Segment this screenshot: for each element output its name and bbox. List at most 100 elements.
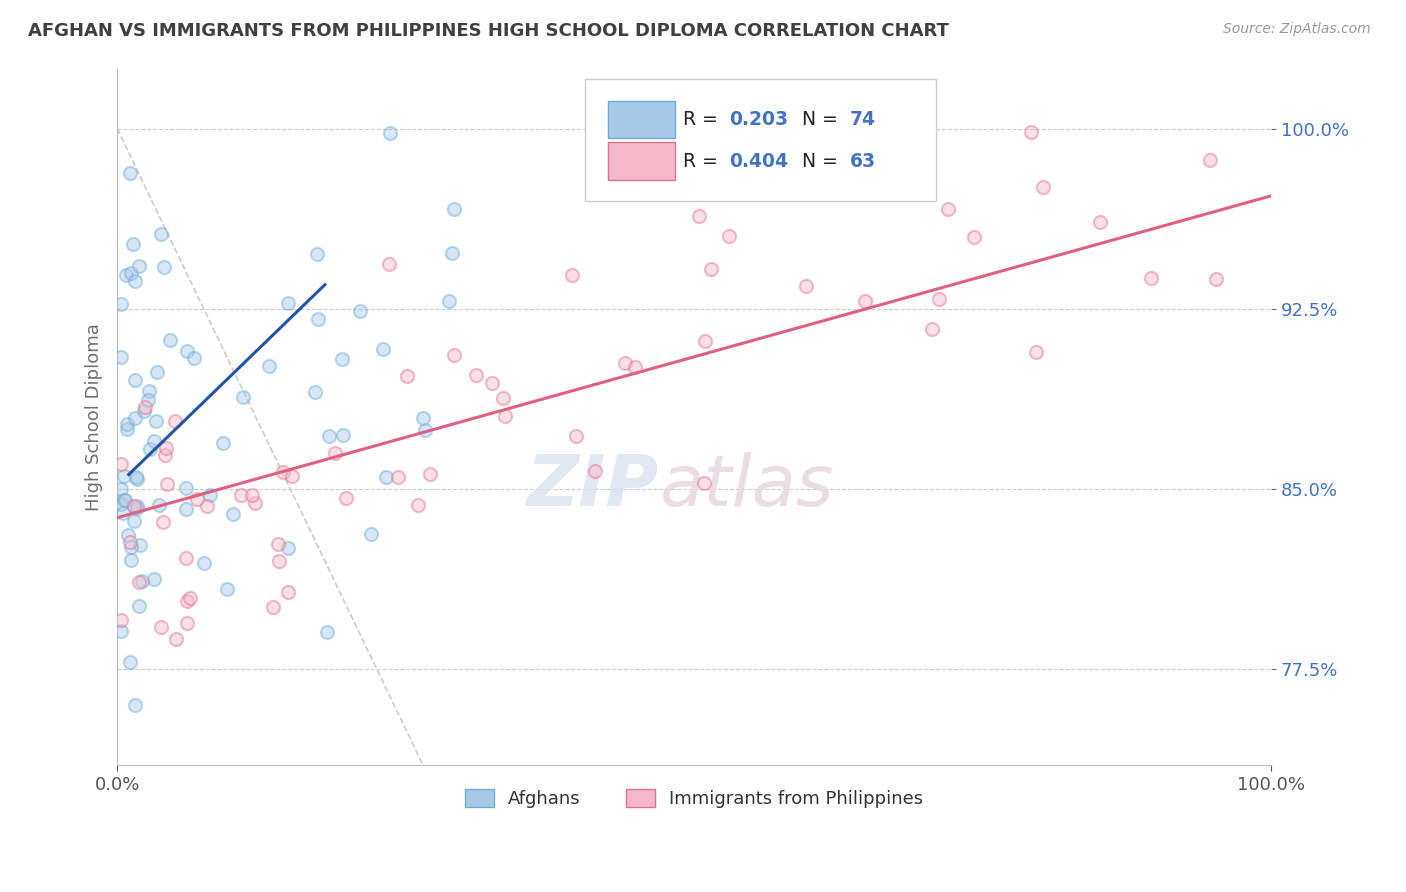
Point — [305, 247, 328, 261]
Point — [148, 498, 170, 512]
Point — [124, 698, 146, 712]
Text: R =: R = — [682, 110, 724, 128]
Point — [688, 209, 710, 223]
Text: 74: 74 — [849, 110, 876, 128]
Point — [129, 538, 152, 552]
Point — [222, 508, 245, 522]
Point — [124, 373, 146, 387]
Point — [262, 600, 284, 615]
Point — [110, 613, 132, 627]
Point — [120, 540, 142, 554]
Point — [128, 574, 150, 589]
Point — [1025, 344, 1047, 359]
Point — [1032, 180, 1054, 194]
Point — [443, 348, 465, 362]
Point — [277, 541, 299, 556]
Point — [131, 574, 153, 588]
Point — [717, 228, 740, 243]
Point — [124, 411, 146, 425]
Point — [155, 441, 177, 455]
Point — [271, 465, 294, 479]
Point — [231, 488, 253, 502]
Point — [624, 360, 647, 375]
Point — [395, 369, 418, 384]
Point — [406, 498, 429, 512]
Point — [128, 599, 150, 614]
Point — [413, 423, 436, 437]
Point — [132, 404, 155, 418]
Point — [277, 295, 299, 310]
Point — [118, 534, 141, 549]
Point — [117, 527, 139, 541]
Point — [136, 392, 159, 407]
Point — [176, 481, 198, 495]
Point — [304, 384, 326, 399]
Point — [111, 506, 134, 520]
Point — [125, 469, 148, 483]
Point — [332, 427, 354, 442]
Point — [193, 556, 215, 570]
Text: N =: N = — [790, 152, 844, 170]
Point — [139, 442, 162, 456]
Point — [794, 278, 817, 293]
Point — [1090, 214, 1112, 228]
Point — [198, 488, 221, 502]
Point — [138, 384, 160, 398]
Point — [330, 352, 353, 367]
Point — [217, 582, 239, 596]
Point — [700, 262, 723, 277]
Point — [127, 499, 149, 513]
Point — [240, 487, 263, 501]
Text: Source: ZipAtlas.com: Source: ZipAtlas.com — [1223, 22, 1371, 37]
Point — [159, 333, 181, 347]
Point — [316, 624, 339, 639]
Point — [419, 467, 441, 481]
Point — [481, 376, 503, 390]
Point — [323, 446, 346, 460]
Point — [1140, 270, 1163, 285]
Point — [110, 482, 132, 496]
Point — [378, 126, 401, 140]
Point — [152, 515, 174, 529]
Point — [127, 501, 149, 516]
Point — [176, 343, 198, 358]
Legend: Afghans, Immigrants from Philippines: Afghans, Immigrants from Philippines — [457, 782, 931, 815]
Point — [115, 268, 138, 283]
FancyBboxPatch shape — [607, 101, 675, 138]
Point — [443, 202, 465, 216]
Point — [307, 311, 329, 326]
Point — [360, 527, 382, 541]
Text: R =: R = — [682, 152, 724, 170]
Point — [1019, 125, 1042, 139]
Point — [156, 476, 179, 491]
Point — [122, 514, 145, 528]
Point — [143, 572, 166, 586]
Point — [110, 624, 132, 639]
Point — [583, 464, 606, 478]
Text: 63: 63 — [849, 152, 876, 170]
Point — [441, 246, 464, 260]
Point — [266, 536, 288, 550]
Point — [494, 409, 516, 424]
Point — [110, 351, 132, 365]
Point — [114, 492, 136, 507]
Point — [561, 268, 583, 283]
Point — [853, 293, 876, 308]
Point — [110, 458, 132, 472]
Text: 0.203: 0.203 — [728, 110, 787, 128]
Point — [371, 342, 394, 356]
Point — [120, 266, 142, 280]
Point — [492, 392, 515, 406]
Point — [149, 227, 172, 242]
Point — [963, 230, 986, 244]
Point — [120, 553, 142, 567]
Point — [195, 499, 218, 513]
Point — [110, 497, 132, 511]
Point — [112, 468, 135, 483]
Point — [212, 436, 235, 450]
Point — [145, 414, 167, 428]
Point — [183, 351, 205, 366]
Point — [146, 365, 169, 379]
FancyBboxPatch shape — [607, 143, 675, 180]
Point — [110, 297, 132, 311]
